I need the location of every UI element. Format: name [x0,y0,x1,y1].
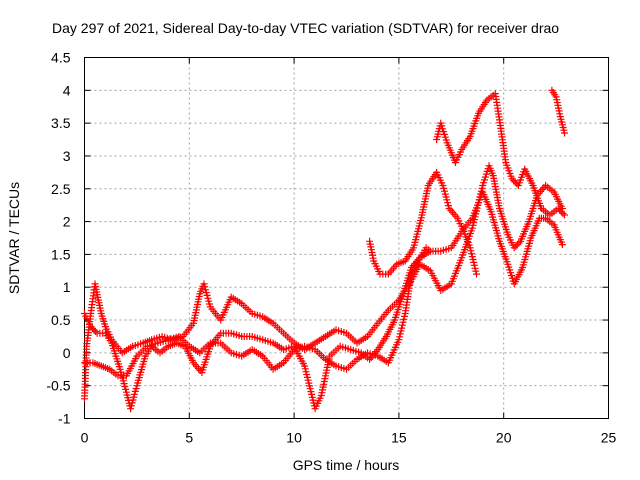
data-point [398,321,406,329]
y-tick-label: 2 [63,214,71,230]
y-tick-label: -0.5 [46,378,70,394]
data-point [470,261,478,269]
data-point [90,326,98,334]
data-point [88,324,96,332]
y-tick-label: 1 [63,279,71,295]
series-track-3 [81,244,434,380]
series-track-5 [433,90,568,219]
data-point [515,239,523,247]
x-tick-label: 20 [496,430,512,446]
data-point [92,328,99,335]
series-track-1 [81,162,566,403]
grid-lines [84,57,609,419]
y-tick-label: 4 [63,82,71,98]
series-track-4 [366,168,480,278]
data-points [81,86,568,413]
data-point [559,209,567,217]
data-point [508,175,516,183]
y-axis-label: SDTVAR / TECUs [6,182,22,294]
data-point [466,244,474,252]
y-tick-labels: -1 -0.5 0 0.5 1 1.5 2 2.5 3 3.5 4 4.5 [46,50,70,427]
y-tick-label: 0.5 [51,312,71,328]
data-point [87,323,95,331]
data-point [561,211,568,219]
y-tick-label: 3 [63,148,71,164]
data-point [561,129,568,137]
data-point [510,244,518,252]
data-point [473,270,480,278]
y-tick-label: -1 [58,411,71,427]
data-point [426,247,434,255]
data-point [513,241,521,249]
data-point [554,205,562,212]
y-tick-label: 0 [63,345,71,361]
data-point [558,241,566,249]
x-tick-label: 10 [286,430,302,446]
y-tick-label: 4.5 [51,50,71,66]
series-track-6 [548,86,568,137]
axis-ticks [84,57,609,419]
x-tick-labels: 0 5 10 15 20 25 [81,430,617,446]
x-tick-label: 5 [185,430,193,446]
x-tick-label: 15 [391,430,407,446]
data-point [556,206,564,214]
x-tick-label: 0 [81,430,89,446]
data-point [557,208,565,216]
chart-title: Day 297 of 2021, Sidereal Day-to-day VTE… [52,20,559,36]
y-tick-label: 2.5 [51,181,71,197]
plot-frame [84,57,609,419]
data-point [512,242,520,250]
x-axis-label: GPS time / hours [293,457,400,473]
data-point [510,177,518,185]
series-track-2 [81,188,566,413]
x-tick-label: 25 [601,430,617,446]
y-tick-label: 1.5 [51,246,71,262]
y-tick-label: 3.5 [51,115,71,131]
